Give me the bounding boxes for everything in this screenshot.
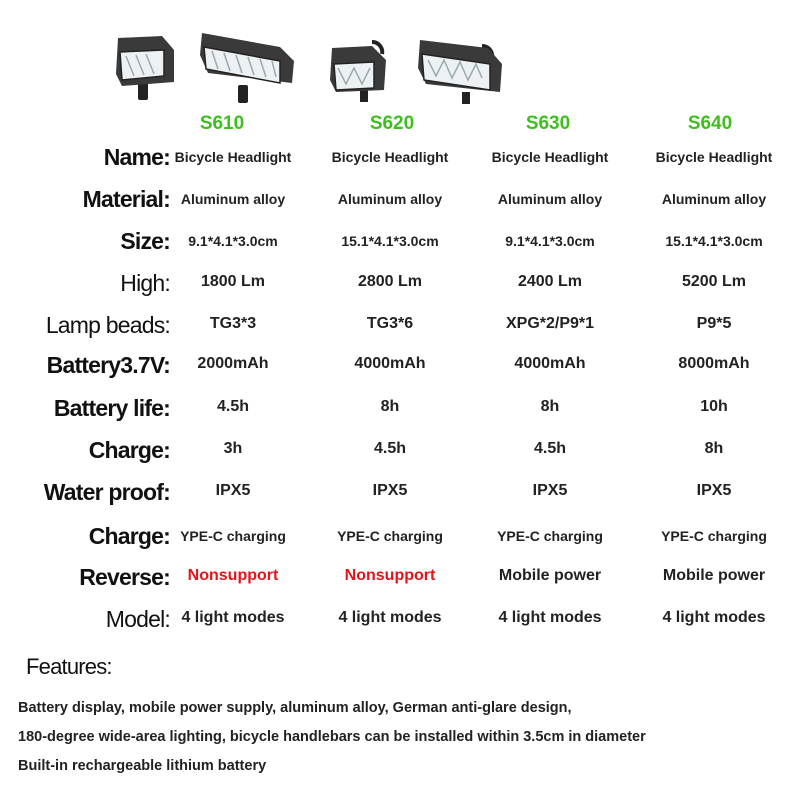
features-line: Built-in rechargeable lithium battery	[18, 758, 267, 774]
spec-value: 2000mAh	[197, 355, 269, 372]
spec-label: Material:	[82, 186, 171, 212]
spec-value: Bicycle Headlight	[655, 149, 773, 165]
spec-value: TG3*6	[366, 315, 414, 332]
s610-headlight-image	[116, 36, 174, 100]
spec-label: Charge:	[88, 523, 171, 549]
spec-row: Name: Bicycle Headlight Bicycle Headlight B…	[0, 144, 800, 174]
spec-value: 4.5h	[373, 440, 406, 457]
spec-value: 8h	[704, 440, 724, 457]
spec-value: Mobile power	[662, 567, 766, 584]
spec-row: Charge: 3h 4.5h 4.5h 8h	[0, 437, 800, 467]
spec-value: XPG*2/P9*1	[505, 315, 595, 332]
spec-value: P9*5	[696, 315, 732, 332]
spec-value: Bicycle Headlight	[491, 149, 609, 165]
spec-value: 5200 Lm	[681, 273, 747, 290]
spec-value: 8000mAh	[678, 355, 750, 372]
spec-label: Battery3.7V:	[46, 352, 171, 378]
spec-label: Size:	[120, 228, 170, 254]
model-title-s640: S640	[687, 113, 733, 134]
spec-value: 8h	[540, 398, 560, 415]
spec-label: Battery life:	[53, 395, 171, 421]
spec-label: Model:	[105, 606, 171, 632]
spec-row: Water proof: IPX5 IPX5 IPX5 IPX5	[0, 479, 800, 509]
spec-value: Aluminum alloy	[661, 191, 767, 207]
spec-value: YPE-C charging	[180, 528, 286, 544]
spec-value: Mobile power	[498, 567, 602, 584]
spec-value: IPX5	[372, 482, 408, 499]
s640-headlight-image	[418, 40, 502, 104]
features-title: Features:	[26, 654, 113, 679]
spec-value: 1800 Lm	[200, 273, 266, 290]
spec-label: Water proof:	[43, 479, 171, 505]
spec-value: 2400 Lm	[517, 273, 583, 290]
spec-value: 4 light modes	[338, 609, 442, 626]
spec-value: 4 light modes	[498, 609, 602, 626]
spec-value: 4 light modes	[181, 609, 285, 626]
spec-value: 15.1*4.1*3.0cm	[341, 233, 439, 249]
spec-value: 4.5h	[216, 398, 249, 415]
spec-value: YPE-C charging	[497, 528, 603, 544]
features-line: 180-degree wide-area lighting, bicycle h…	[18, 729, 646, 745]
spec-value: Aluminum alloy	[337, 191, 443, 207]
spec-value: TG3*3	[209, 315, 257, 332]
spec-value: 4 light modes	[662, 609, 766, 626]
model-title-s620: S620	[369, 113, 415, 134]
spec-row: Lamp beads: TG3*3 TG3*6 XPG*2/P9*1 P9*5	[0, 312, 800, 342]
spec-value: Aluminum alloy	[497, 191, 603, 207]
spec-value: IPX5	[532, 482, 568, 499]
spec-value: 9.1*4.1*3.0cm	[188, 233, 278, 249]
spec-value: Nonsupport	[187, 567, 279, 584]
s620-headlight-image	[200, 33, 294, 103]
spec-value: 8h	[380, 398, 400, 415]
model-title-s630: S630	[525, 113, 571, 134]
spec-value: IPX5	[215, 482, 251, 499]
spec-row: Reverse: Nonsupport Nonsupport Mobile power…	[0, 564, 800, 594]
spec-row: High: 1800 Lm 2800 Lm 2400 Lm 5200 Lm	[0, 270, 800, 300]
spec-row: Battery3.7V: 2000mAh 4000mAh 4000mAh 8000mAh	[0, 352, 800, 382]
spec-value: 4000mAh	[514, 355, 586, 372]
spec-value: 4000mAh	[354, 355, 426, 372]
spec-label: Name:	[103, 144, 171, 170]
spec-value: YPE-C charging	[337, 528, 443, 544]
spec-value: 15.1*4.1*3.0cm	[665, 233, 763, 249]
spec-value: IPX5	[696, 482, 732, 499]
spec-row: Material: Aluminum alloy Aluminum alloy Alu…	[0, 186, 800, 216]
spec-value: 9.1*4.1*3.0cm	[505, 233, 595, 249]
s630-headlight-image	[330, 40, 386, 102]
features-line: Battery display, mobile power supply, al…	[18, 700, 572, 716]
spec-row: Size: 9.1*4.1*3.0cm 15.1*4.1*3.0cm 9.1*4.1*…	[0, 228, 800, 258]
spec-label: Charge:	[88, 437, 171, 463]
spec-value: 10h	[700, 398, 728, 415]
spec-value: 4.5h	[533, 440, 566, 457]
spec-row: Model: 4 light modes 4 light modes 4 light …	[0, 606, 800, 636]
spec-value: Nonsupport	[344, 567, 436, 584]
spec-value: Bicycle Headlight	[174, 149, 292, 165]
spec-row: Battery life: 4.5h 8h 8h 10h	[0, 395, 800, 425]
spec-value: YPE-C charging	[661, 528, 767, 544]
spec-label: Reverse:	[79, 564, 171, 590]
spec-row: Charge: YPE-C charging YPE-C charging YPE-C…	[0, 523, 800, 553]
spec-label: High:	[120, 270, 170, 296]
spec-label: Lamp beads:	[45, 312, 171, 338]
spec-value: Aluminum alloy	[180, 191, 286, 207]
spec-value: Bicycle Headlight	[331, 149, 449, 165]
model-title-s610: S610	[199, 113, 245, 134]
spec-value: 2800 Lm	[357, 273, 423, 290]
spec-value: 3h	[223, 440, 243, 457]
